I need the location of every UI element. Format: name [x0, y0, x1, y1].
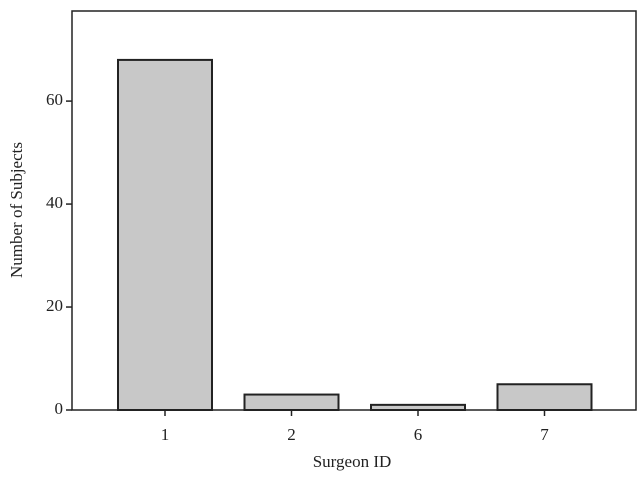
plot-frame	[71, 10, 637, 411]
bar	[496, 383, 593, 411]
y-tick-label: 20	[46, 296, 63, 315]
x-axis-label: Surgeon ID	[313, 452, 392, 471]
bar	[243, 393, 340, 412]
x-tick-label: 1	[161, 425, 170, 444]
x-tick-label: 7	[540, 425, 549, 444]
y-tick-label: 40	[46, 193, 63, 212]
bar	[117, 58, 213, 412]
y-tick-label: 0	[55, 399, 64, 418]
y-tick-label: 60	[46, 90, 63, 109]
y-axis-label: Number of Subjects	[7, 142, 26, 278]
bar	[370, 403, 466, 412]
x-tick-label: 6	[414, 425, 423, 444]
x-tick-label: 2	[287, 425, 296, 444]
